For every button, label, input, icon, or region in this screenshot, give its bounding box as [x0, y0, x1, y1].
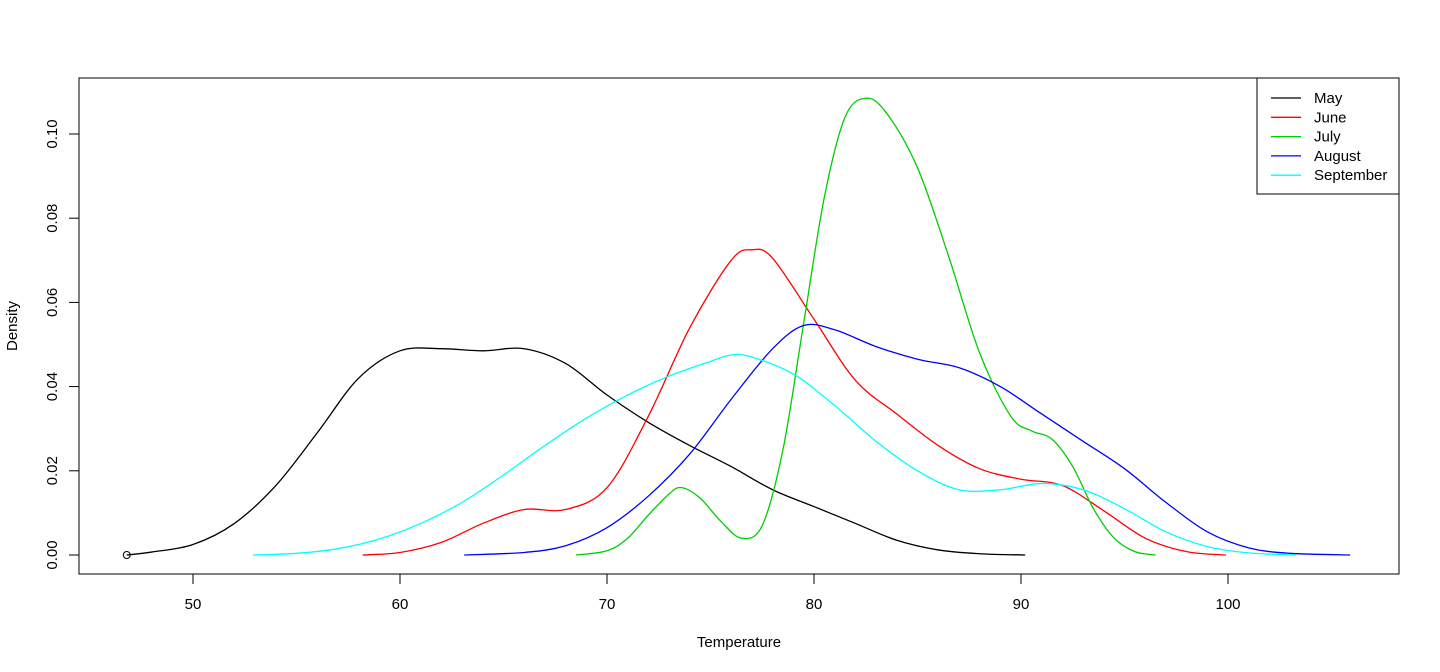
legend-item: August [1271, 148, 1362, 165]
y-tick-label: 0.04 [44, 372, 61, 401]
plot-frame [78, 77, 1400, 575]
legend-label: July [1314, 129, 1341, 146]
y-tick-label: 0.10 [44, 119, 61, 148]
legend-item: September [1271, 167, 1387, 184]
legend-label: September [1314, 167, 1387, 184]
legend-item: July [1271, 129, 1341, 146]
legend-label: August [1314, 148, 1362, 165]
y-tick-label: 0.00 [44, 540, 61, 569]
y-axis: 0.00 0.02 0.04 0.06 0.08 0.10 [44, 119, 80, 570]
curve-august [464, 323, 1351, 556]
curve-july [575, 97, 1156, 556]
x-tick-label: 100 [1215, 596, 1240, 613]
y-tick-label: 0.02 [44, 456, 61, 485]
y-tick-label: 0.06 [44, 288, 61, 317]
legend-label: June [1314, 109, 1347, 126]
x-tick-label: 70 [599, 596, 616, 613]
x-axis-title: Temperature [697, 634, 781, 651]
legend-item: May [1271, 90, 1343, 107]
legend: May June July August September [1256, 77, 1400, 195]
x-tick-label: 60 [392, 596, 409, 613]
y-tick-label: 0.08 [44, 204, 61, 233]
legend-label: May [1314, 90, 1343, 107]
open-circle-point-icon [122, 551, 131, 559]
annotations [122, 551, 131, 559]
x-tick-label: 50 [185, 596, 202, 613]
x-tick-label: 90 [1013, 596, 1030, 613]
y-axis-title: Density [4, 300, 21, 351]
density-curves [126, 97, 1351, 556]
x-tick-label: 80 [806, 596, 823, 613]
legend-item: June [1271, 109, 1347, 126]
curve-september [253, 353, 1297, 556]
x-axis: 50 60 70 80 90 100 [185, 573, 1241, 613]
curve-may [126, 347, 1026, 556]
curve-june [362, 248, 1226, 556]
